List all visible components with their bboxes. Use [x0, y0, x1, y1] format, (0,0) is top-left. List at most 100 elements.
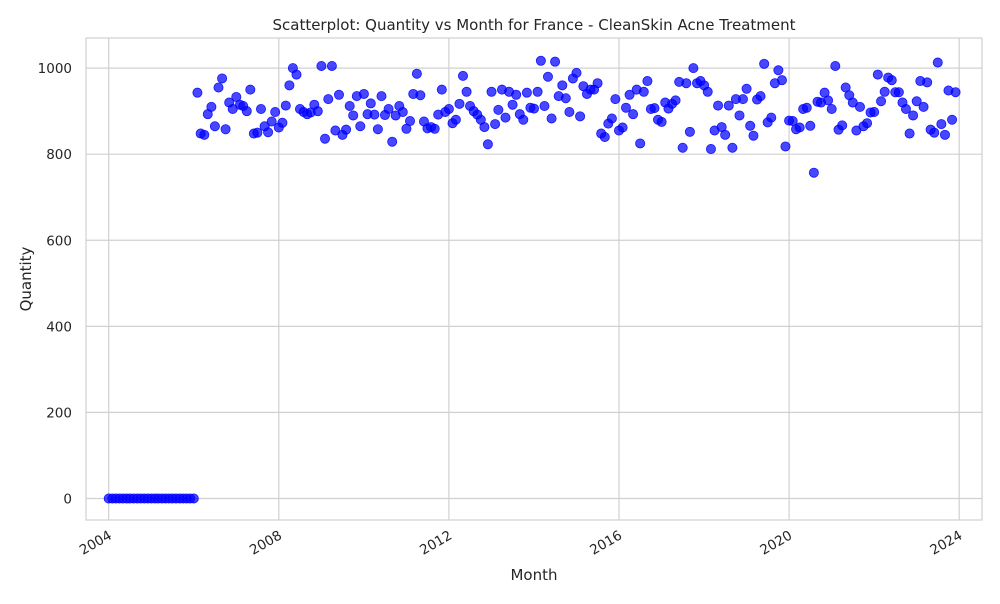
data-point — [823, 95, 834, 106]
data-point — [734, 110, 745, 121]
data-point — [688, 63, 699, 74]
data-point — [405, 116, 416, 127]
data-point — [947, 114, 958, 125]
data-point — [461, 86, 472, 97]
data-point — [199, 129, 210, 140]
y-tick-label: 400 — [46, 319, 72, 335]
data-point — [241, 106, 252, 117]
data-point — [277, 117, 288, 128]
data-point — [383, 104, 394, 115]
data-point — [341, 124, 352, 135]
data-point — [206, 101, 217, 112]
data-point — [720, 129, 731, 140]
data-point — [529, 103, 540, 114]
y-tick-label: 0 — [63, 491, 72, 507]
data-point — [737, 94, 748, 105]
data-point — [188, 493, 199, 504]
data-point — [320, 133, 331, 144]
x-tick-label: 2012 — [417, 528, 455, 559]
data-point — [642, 76, 653, 87]
data-point — [429, 123, 440, 134]
data-point — [333, 89, 344, 100]
data-point — [670, 95, 681, 106]
data-point — [681, 78, 692, 89]
data-point — [936, 119, 947, 130]
data-point — [677, 142, 688, 153]
y-tick-label: 200 — [46, 405, 72, 421]
data-point — [443, 104, 454, 115]
data-point — [450, 114, 461, 125]
data-point — [780, 141, 791, 152]
y-tick-label: 1000 — [38, 61, 72, 77]
data-point — [929, 127, 940, 138]
data-point — [893, 87, 904, 98]
data-point — [805, 120, 816, 131]
data-point — [542, 71, 553, 82]
data-point — [939, 129, 950, 140]
data-point — [479, 122, 490, 133]
data-point — [571, 67, 582, 78]
data-point — [854, 101, 865, 112]
data-point — [628, 109, 639, 120]
data-point — [209, 121, 220, 132]
x-tick-label: 2024 — [927, 528, 965, 559]
data-point — [500, 112, 511, 123]
data-point — [369, 109, 380, 120]
data-point — [518, 114, 529, 125]
x-tick-label: 2008 — [247, 528, 285, 559]
data-point — [348, 110, 359, 121]
data-point — [255, 104, 266, 115]
data-points — [103, 55, 961, 504]
data-point — [546, 113, 557, 124]
plot-border — [85, 37, 983, 521]
data-point — [550, 56, 561, 67]
data-point — [457, 70, 468, 81]
data-point — [727, 142, 738, 153]
data-point — [723, 100, 734, 111]
data-point — [826, 104, 837, 115]
plot-background — [86, 38, 982, 520]
data-point — [908, 110, 919, 121]
data-point — [638, 86, 649, 97]
y-tick-label: 600 — [46, 233, 72, 249]
data-point — [252, 127, 263, 138]
data-point — [599, 131, 610, 142]
x-tick-labels: 2004 2008 2012 2016 2020 2024 — [77, 528, 965, 559]
data-point — [411, 68, 422, 79]
data-point — [624, 89, 635, 100]
data-point — [312, 106, 323, 117]
data-point — [245, 84, 256, 95]
data-point — [592, 78, 603, 89]
data-point — [801, 102, 812, 113]
data-point — [904, 128, 915, 139]
data-point — [862, 118, 873, 129]
data-point — [950, 87, 961, 98]
x-tick-label: 2020 — [757, 528, 795, 559]
data-point — [436, 84, 447, 95]
data-point — [192, 87, 203, 98]
data-point — [376, 91, 387, 102]
data-point — [932, 57, 943, 68]
y-tick-labels: 0 200 400 600 800 1000 — [38, 61, 72, 507]
data-point — [217, 73, 228, 84]
data-point — [606, 113, 617, 124]
data-point — [773, 65, 784, 76]
data-point — [280, 100, 291, 111]
data-point — [837, 120, 848, 131]
data-point — [656, 116, 667, 127]
data-point — [879, 86, 890, 97]
data-point — [227, 104, 238, 115]
data-point — [355, 121, 366, 132]
data-point — [521, 87, 532, 98]
data-point — [713, 100, 724, 111]
data-point — [684, 126, 695, 137]
data-point — [372, 124, 383, 135]
data-point — [918, 101, 929, 112]
data-point — [847, 97, 858, 108]
data-point — [284, 80, 295, 91]
data-point — [387, 136, 398, 147]
data-point — [511, 89, 522, 100]
data-point — [326, 60, 337, 71]
